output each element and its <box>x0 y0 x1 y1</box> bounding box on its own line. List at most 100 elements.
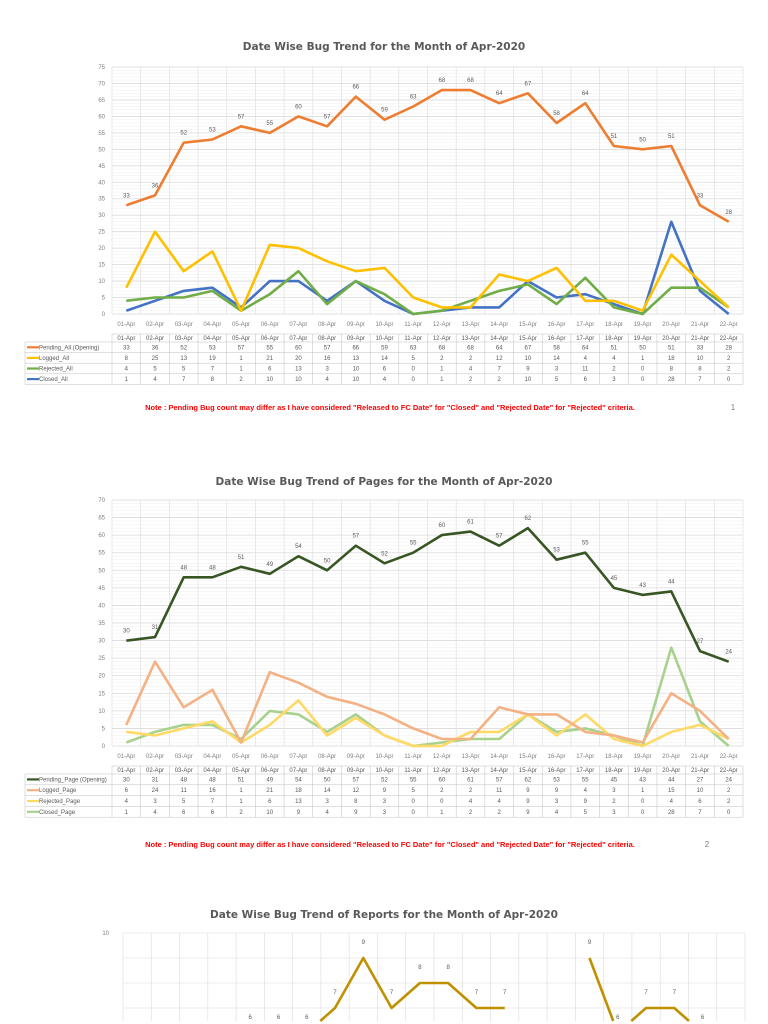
table-cell: 4 <box>153 377 157 383</box>
table-cell: 13 <box>295 799 302 805</box>
table-cell: 10 <box>697 356 704 362</box>
table-cell: 43 <box>639 777 646 783</box>
x-tick-label: 09-Apr <box>347 322 365 328</box>
x-tick-label: 21-Apr <box>691 322 709 328</box>
series-line <box>126 269 730 316</box>
table-cell: 3 <box>153 799 157 805</box>
table-cell: 50 <box>324 777 331 783</box>
table-cell: 2 <box>239 810 243 816</box>
table-cell: 1 <box>440 810 444 816</box>
data-label: 52 <box>381 551 388 557</box>
x-tick-label: 22-Apr <box>720 754 738 760</box>
data-label: 67 <box>525 81 532 87</box>
table-cell: 10 <box>295 377 302 383</box>
table-cell: 60 <box>438 777 445 783</box>
series-line <box>126 526 730 663</box>
table-header-cell: 12-Apr <box>433 336 451 342</box>
x-tick-label: 22-Apr <box>720 322 738 328</box>
y-tick-label: 25 <box>98 230 105 236</box>
series-line <box>125 88 730 223</box>
table-cell: 5 <box>555 377 559 383</box>
table-header-cell: 20-Apr <box>662 336 680 342</box>
series-reports: 6 6 6 7 9 7 8 8 7 7 9 6 7 7 6 <box>249 940 705 1022</box>
table-cell: 5 <box>584 810 588 816</box>
data-label: 50 <box>324 558 331 564</box>
y-tick-label: 10 <box>98 709 105 715</box>
x-tick-label: 15-Apr <box>519 322 537 328</box>
table-cell: 1 <box>239 356 243 362</box>
table-cell: 57 <box>352 777 359 783</box>
y-tick-label: 10 <box>98 279 105 285</box>
table-header-cell: 13-Apr <box>462 336 480 342</box>
x-tick-label: 14-Apr <box>490 754 508 760</box>
data-label: 58 <box>553 111 560 117</box>
table-cell: 14 <box>324 788 331 794</box>
series-logged-page <box>125 660 730 744</box>
table-cell: 1 <box>239 788 243 794</box>
y-tick-label: 20 <box>98 246 105 252</box>
table-cell: 4 <box>125 367 129 373</box>
table-header-cell: 11-Apr <box>404 768 422 774</box>
table-header-cell: 17-Apr <box>576 336 594 342</box>
series-line <box>319 956 690 1022</box>
table-header-cell: 05-Apr <box>232 768 250 774</box>
table-cell: 2 <box>469 810 473 816</box>
table-cell: 7 <box>698 810 702 816</box>
table-cell: 4 <box>670 799 674 805</box>
table-cell: 3 <box>612 810 616 816</box>
data-label: 57 <box>496 534 503 540</box>
data-label: 33 <box>697 193 704 199</box>
table-cell: 6 <box>584 377 588 383</box>
table-cell: 6 <box>182 810 186 816</box>
table-cell: 60 <box>295 345 302 351</box>
table-header-cell: 07-Apr <box>289 336 307 342</box>
data-label: 60 <box>438 523 445 529</box>
table-cell: 2 <box>612 367 616 373</box>
table-cell: 4 <box>584 356 588 362</box>
table-header-cell: 19-Apr <box>634 336 652 342</box>
table-header-cell: 03-Apr <box>175 768 193 774</box>
table-cell: 53 <box>553 777 560 783</box>
table-cell: 11 <box>181 788 188 794</box>
table-cell: 66 <box>352 345 359 351</box>
table-cell: 18 <box>668 356 675 362</box>
x-tick-label: 20-Apr <box>662 322 680 328</box>
table-cell: 7 <box>182 377 186 383</box>
table-cell: 28 <box>668 810 675 816</box>
table-header-cell: 12-Apr <box>433 768 451 774</box>
x-tick-label: 07-Apr <box>289 322 307 328</box>
table-cell: 7 <box>698 377 702 383</box>
table-cell: 1 <box>125 810 129 816</box>
table-cell: 1 <box>125 377 129 383</box>
table-cell: 9 <box>584 799 588 805</box>
y-tick-label: 50 <box>98 568 105 574</box>
data-label: 36 <box>152 183 159 189</box>
table-header-cell: 13-Apr <box>462 768 480 774</box>
y-tick-label: 40 <box>98 603 105 609</box>
y-tick-label: 30 <box>98 213 105 219</box>
table-header-cell: 04-Apr <box>203 768 221 774</box>
table-cell: 4 <box>469 367 473 373</box>
table-cell: 7 <box>211 367 215 373</box>
data-label: 50 <box>639 137 646 143</box>
table-row: Rejected_Page 4 3 5 7 1 6 13 3 8 3 0 0 4 4 9 3 9 2 0 4 6 2 <box>27 799 731 805</box>
data-label: 45 <box>611 576 618 582</box>
table-row: Closed_Page 1 4 6 6 2 10 9 4 9 3 0 1 2 2 9 4 5 3 0 28 7 0 <box>27 810 731 816</box>
legend-label: Closed_Page <box>39 810 76 816</box>
table-cell: 50 <box>639 345 646 351</box>
table-cell: 3 <box>612 377 616 383</box>
x-tick-label: 12-Apr <box>433 754 451 760</box>
table-cell: 68 <box>438 345 445 351</box>
x-tick-label: 05-Apr <box>232 754 250 760</box>
table-cell: 4 <box>325 810 329 816</box>
table-cell: 10 <box>352 367 359 373</box>
data-label: 9 <box>588 940 592 946</box>
table-cell: 3 <box>555 799 559 805</box>
table-cell: 51 <box>611 345 618 351</box>
table-cell: 2 <box>727 356 731 362</box>
table-header-cell: 14-Apr <box>490 336 508 342</box>
table-cell: 8 <box>211 377 215 383</box>
data-label: 6 <box>616 1015 620 1021</box>
table-cell: 0 <box>440 799 444 805</box>
table-cell: 10 <box>525 356 532 362</box>
